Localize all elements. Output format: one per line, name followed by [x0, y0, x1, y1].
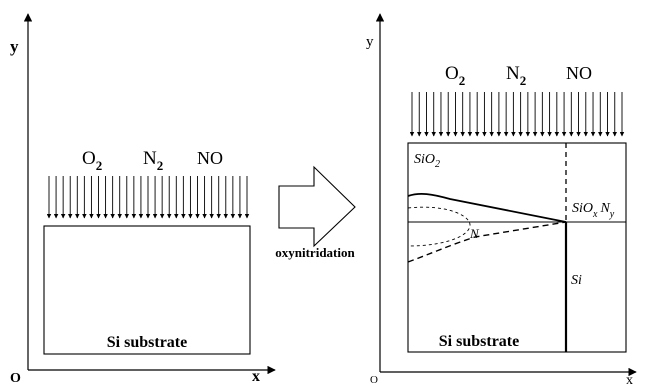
left-substrate-label: Si substrate	[107, 334, 187, 351]
right-panel: y x O O2 N2 NO SiO2 SiOx Ny	[366, 13, 637, 384]
right-substrate-label: Si substrate	[439, 333, 519, 350]
right-gas-o2-label: O2	[445, 63, 465, 88]
process-block-arrow	[278, 165, 356, 248]
left-y-axis-label: y	[10, 37, 19, 56]
right-gas-no-label: NO	[566, 63, 592, 83]
process-arrow: oxynitridation	[275, 165, 356, 260]
left-gas-no-label: NO	[197, 148, 223, 168]
left-gas-o2-label: O2	[82, 148, 102, 173]
oxide-front-curve	[407, 192, 567, 223]
right-y-axis-label: y	[366, 34, 374, 50]
nitrogen-label: N	[469, 226, 480, 241]
sio2-label: SiO2	[414, 152, 440, 170]
left-x-axis-label: x	[252, 368, 260, 384]
right-x-axis-label: x	[626, 373, 633, 384]
process-arrow-label: oxynitridation	[275, 245, 355, 260]
right-origin-label: O	[370, 374, 378, 384]
nitrogen-profile-curve	[407, 206, 471, 247]
right-gas-n2-label: N2	[506, 63, 526, 88]
left-substrate-box	[43, 225, 251, 355]
left-origin-label: O	[10, 371, 21, 384]
oxide-lower-dashed-curve	[407, 221, 567, 263]
left-gas-n2-label: N2	[143, 148, 163, 173]
sioxny-label: SiOx Ny	[572, 201, 615, 220]
right-gas-arrows	[409, 92, 625, 137]
si-label: Si	[571, 273, 582, 288]
right-structure-box	[407, 142, 627, 353]
left-panel: y x O O2 N2 NO Si substrate	[10, 13, 276, 384]
left-gas-arrows	[46, 176, 250, 219]
